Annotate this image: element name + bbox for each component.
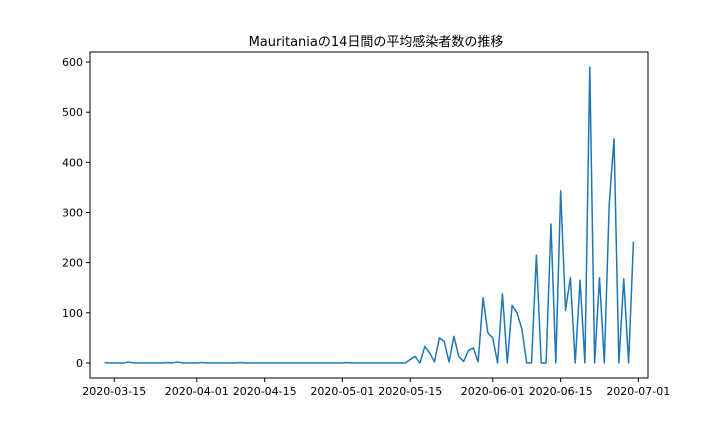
x-tick-label: 2020-05-01	[310, 385, 374, 398]
y-tick-label: 100	[62, 307, 83, 320]
x-axis: 2020-03-15 2020-04-01 2020-04-15 2020-05-01…	[82, 378, 670, 398]
x-tick-label: 2020-04-01	[165, 385, 229, 398]
y-tick-label: 0	[76, 357, 83, 370]
chart-title: Mauritaniaの14日間の平均感染者数の推移	[249, 34, 504, 50]
series-layer	[104, 66, 635, 364]
x-tick-label: 2020-07-01	[606, 385, 670, 398]
x-tick-label: 2020-06-01	[461, 385, 525, 398]
x-tick-label: 2020-06-15	[529, 385, 593, 398]
y-axis: 0 100 200 300 400 500 600	[62, 56, 90, 370]
y-tick-label: 300	[62, 206, 83, 219]
y-tick-label: 400	[62, 156, 83, 169]
x-tick-label: 2020-03-15	[82, 385, 146, 398]
x-tick-label: 2020-05-15	[378, 385, 442, 398]
y-tick-label: 600	[62, 56, 83, 69]
x-tick-label: 2020-04-15	[233, 385, 297, 398]
y-tick-label: 500	[62, 106, 83, 119]
plot-area-frame	[89, 51, 649, 379]
series-line-0	[104, 66, 635, 364]
y-tick-label: 200	[62, 257, 83, 270]
